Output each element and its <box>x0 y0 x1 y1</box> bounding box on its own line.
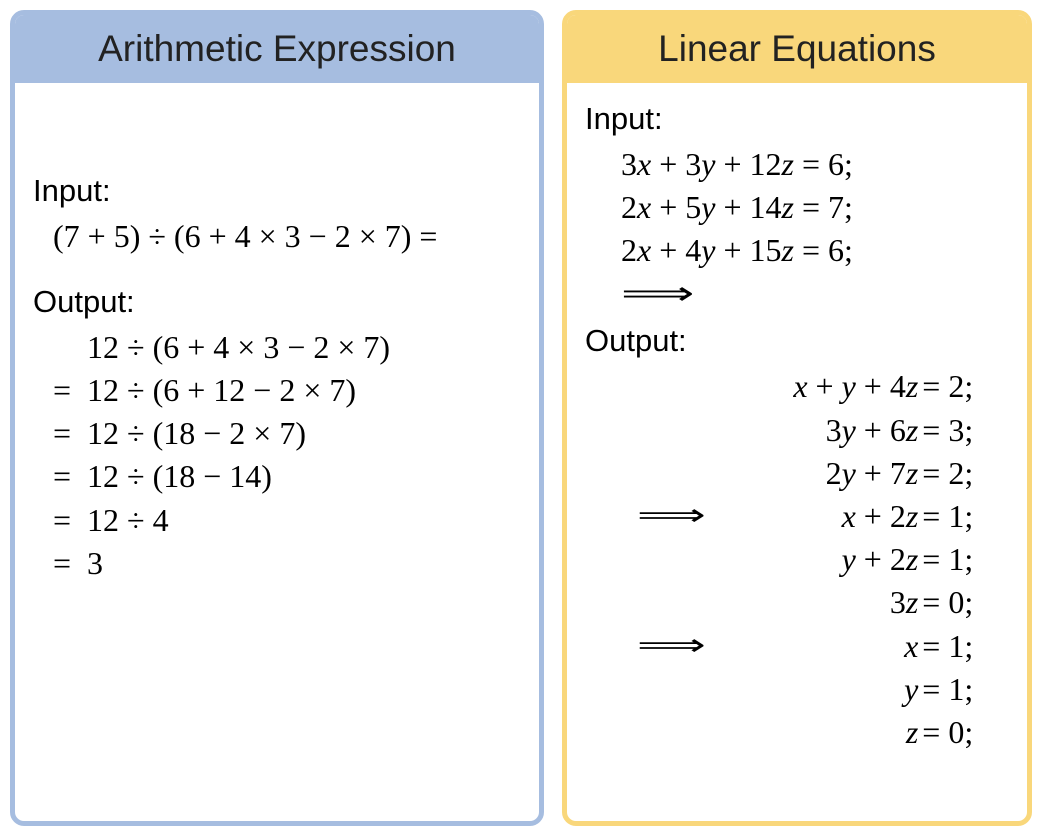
lin-row: 3y + 6z= 3; <box>605 409 1009 452</box>
eq-prefix: = <box>53 499 87 542</box>
arith-output-row: =12 ÷ (18 − 14) <box>53 455 521 498</box>
arith-output-row: =12 ÷ (18 − 2 × 7) <box>53 412 521 455</box>
lin-lhs: x + y + 4z <box>704 365 918 408</box>
lin-row: x + y + 4z= 2; <box>605 365 1009 408</box>
arithmetic-panel: Arithmetic Expression Input: (7 + 5) ÷ (… <box>10 10 544 826</box>
eq-prefix: = <box>53 369 87 412</box>
arith-output-row: =3 <box>53 542 521 585</box>
linear-title: Linear Equations <box>567 15 1027 83</box>
lin-output-lines: x + y + 4z= 2;3y + 6z= 3;2y + 7z= 2;⟹x +… <box>585 365 1009 754</box>
eq-body: 12 ÷ (6 + 12 − 2 × 7) <box>87 369 356 412</box>
lin-rhs: = 2; <box>918 365 1009 408</box>
arith-output-row: =12 ÷ 4 <box>53 499 521 542</box>
lin-row: z= 0; <box>605 711 1009 754</box>
arith-output-row: 12 ÷ (6 + 4 × 3 − 2 × 7) <box>53 326 521 369</box>
lin-rhs: = 0; <box>918 581 1009 624</box>
eq-prefix: = <box>53 542 87 585</box>
lin-lhs: x <box>704 625 918 668</box>
arithmetic-title: Arithmetic Expression <box>15 15 539 83</box>
eq-prefix: = <box>53 455 87 498</box>
lin-input-row: 2x + 5y + 14z = 7; <box>605 186 1009 229</box>
lin-rhs: = 1; <box>918 538 1009 581</box>
lin-row: ⟹x= 1; <box>605 625 1009 668</box>
lin-rhs: = 2; <box>918 452 1009 495</box>
implies-arrow: ⟹ <box>621 272 694 315</box>
lin-row: y + 2z= 1; <box>605 538 1009 581</box>
lin-lhs: y + 2z <box>704 538 918 581</box>
lin-input-lines: 3x + 3y + 12z = 6;2x + 5y + 14z = 7;2x +… <box>585 143 1009 316</box>
eq-body: 12 ÷ (6 + 4 × 3 − 2 × 7) <box>87 326 390 369</box>
lin-rhs: = 1; <box>918 625 1009 668</box>
arith-input-label: Input: <box>33 173 521 209</box>
eq-body: 12 ÷ (18 − 14) <box>87 455 272 498</box>
lin-row: 3z= 0; <box>605 581 1009 624</box>
implies-arrow: ⟹ <box>637 626 704 667</box>
lin-rhs: = 3; <box>918 409 1009 452</box>
panels-container: Arithmetic Expression Input: (7 + 5) ÷ (… <box>10 10 1037 826</box>
eq-body: 3 <box>87 542 103 585</box>
lin-row: 2y + 7z= 2; <box>605 452 1009 495</box>
eq-body: 12 ÷ 4 <box>87 499 169 542</box>
lin-row: y= 1; <box>605 668 1009 711</box>
linear-panel: Linear Equations Input: 3x + 3y + 12z = … <box>562 10 1032 826</box>
lin-input-label: Input: <box>585 101 1009 137</box>
arith-input-expr: (7 + 5) ÷ (6 + 4 × 3 − 2 × 7) = <box>33 215 521 258</box>
arithmetic-content: Input: (7 + 5) ÷ (6 + 4 × 3 − 2 × 7) = O… <box>15 83 539 821</box>
lin-input-row: 3x + 3y + 12z = 6; <box>605 143 1009 186</box>
lin-rhs: = 1; <box>918 668 1009 711</box>
linear-content: Input: 3x + 3y + 12z = 6;2x + 5y + 14z =… <box>567 83 1027 821</box>
lin-input-row: 2x + 4y + 15z = 6; <box>605 229 1009 272</box>
lin-lhs: x + 2z <box>704 495 918 538</box>
lin-lhs: 3y + 6z <box>704 409 918 452</box>
lin-output-label: Output: <box>585 323 1009 359</box>
eq-prefix: = <box>53 412 87 455</box>
lin-rhs: = 1; <box>918 495 1009 538</box>
eq-body: 12 ÷ (18 − 2 × 7) <box>87 412 306 455</box>
lin-lhs: 2y + 7z <box>704 452 918 495</box>
lin-row: ⟹x + 2z= 1; <box>605 495 1009 538</box>
arith-output-label: Output: <box>33 284 521 320</box>
eq-prefix <box>53 326 87 369</box>
arith-output-lines: 12 ÷ (6 + 4 × 3 − 2 × 7)=12 ÷ (6 + 12 − … <box>33 326 521 585</box>
lin-lhs: 3z <box>704 581 918 624</box>
lin-input-row: ⟹ <box>605 272 1009 315</box>
implies-arrow: ⟹ <box>637 496 704 537</box>
lin-rhs: = 0; <box>918 711 1009 754</box>
arith-output-row: =12 ÷ (6 + 12 − 2 × 7) <box>53 369 521 412</box>
lin-lhs: z <box>704 711 918 754</box>
lin-lhs: y <box>704 668 918 711</box>
